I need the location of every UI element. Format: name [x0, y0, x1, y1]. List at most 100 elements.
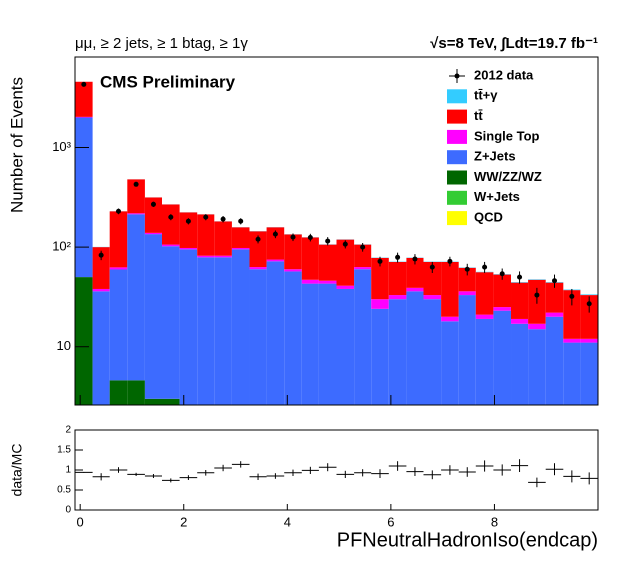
- bar-segment: [301, 283, 319, 405]
- bar-segment: [580, 294, 598, 296]
- data-point: [569, 293, 575, 299]
- bar-segment: [406, 257, 424, 288]
- bar-segment: [75, 277, 93, 405]
- bar-segment: [406, 291, 424, 405]
- bar-segment: [545, 316, 564, 405]
- bar-segment: [75, 81, 93, 117]
- data-point: [238, 218, 244, 224]
- legend-data-marker: [454, 73, 460, 79]
- bar-segment: [161, 246, 180, 399]
- data-point: [534, 292, 540, 298]
- bar-segment: [354, 267, 372, 270]
- ratio-y-tick-label: 2: [65, 425, 71, 436]
- x-tick-label: 2: [180, 514, 187, 529]
- bar-segment: [475, 272, 494, 315]
- y-axis-label: Number of Events: [7, 77, 26, 213]
- x-tick-label: 4: [284, 514, 291, 529]
- bar-segment: [441, 321, 459, 405]
- bar-segment: [475, 318, 494, 405]
- y-tick-label: 10: [57, 338, 71, 353]
- bar-segment: [127, 179, 145, 214]
- legend-label: QCD: [474, 210, 503, 225]
- data-point: [464, 266, 470, 272]
- bar-segment: [127, 380, 145, 405]
- bar-segment: [528, 329, 546, 405]
- bar-segment: [580, 338, 598, 343]
- legend-swatch: [447, 129, 467, 144]
- bar-segment: [563, 290, 581, 339]
- header-right: √s=8 TeV, ∫Ldt=19.7 fb⁻¹: [430, 35, 598, 52]
- bar-segment: [511, 282, 529, 319]
- bar-segment: [458, 295, 476, 405]
- bar-segment: [475, 314, 494, 319]
- bar-segment: [144, 398, 162, 405]
- data-point: [517, 274, 523, 280]
- data-point: [342, 241, 348, 247]
- data-point: [395, 254, 401, 260]
- bar-segment: [388, 295, 407, 300]
- bar-segment: [511, 323, 529, 405]
- main-frame-top: [74, 56, 599, 406]
- data-point: [586, 301, 592, 307]
- annotation: CMS Preliminary: [100, 72, 236, 91]
- ratio-y-tick-label: 1.5: [57, 445, 71, 456]
- bar-segment: [406, 287, 424, 292]
- ratio-y-tick-label: 0: [65, 505, 71, 516]
- bar-segment: [336, 288, 355, 405]
- bar-segment: [214, 257, 232, 405]
- bar-segment: [371, 299, 389, 309]
- bar-segment: [371, 308, 389, 405]
- legend-label: tt̄: [474, 108, 483, 123]
- ratio-y-tick-label: 1: [65, 465, 71, 476]
- bar-segment: [388, 299, 407, 405]
- bar-segment: [231, 247, 250, 250]
- data-point: [325, 238, 331, 244]
- bar-segment: [563, 342, 581, 405]
- bar-segment: [127, 214, 145, 381]
- data-point: [255, 236, 261, 242]
- bar-segment: [197, 257, 215, 405]
- bar-segment: [511, 318, 529, 324]
- bar-segment: [371, 257, 389, 300]
- legend-label: Z+Jets: [474, 149, 516, 164]
- bar-segment: [563, 338, 581, 343]
- legend-label: tt̄+γ: [474, 88, 498, 103]
- bar-segment: [336, 239, 355, 286]
- ratio-y-label: data/MC: [9, 444, 25, 497]
- data-point: [168, 214, 174, 220]
- legend-swatch: [447, 89, 467, 104]
- bar-segment: [249, 231, 267, 268]
- data-point: [220, 216, 226, 222]
- bar-segment: [423, 295, 442, 300]
- x-tick-label: 6: [387, 514, 394, 529]
- data-point: [429, 264, 435, 270]
- data-point: [307, 234, 313, 240]
- data-point: [499, 271, 505, 277]
- bar-segment: [284, 234, 302, 270]
- data-point: [377, 258, 383, 264]
- bar-segment: [388, 261, 407, 296]
- bar-segment: [318, 280, 337, 284]
- bar-segment: [580, 342, 598, 405]
- bar-segment: [354, 244, 372, 268]
- bar-segment: [109, 211, 128, 268]
- bar-segment: [161, 244, 180, 247]
- bar-segment: [318, 283, 337, 405]
- bar-segment: [179, 212, 198, 248]
- bar-segment: [493, 310, 512, 405]
- bar-segment: [266, 227, 285, 260]
- bar-segment: [179, 247, 198, 250]
- data-point: [482, 264, 488, 270]
- data-point: [412, 256, 418, 262]
- bar-segment: [75, 116, 93, 118]
- data-point: [115, 208, 121, 214]
- bar-segment: [354, 269, 372, 405]
- bar-segment: [301, 279, 319, 284]
- bar-segment: [493, 307, 512, 311]
- bar-segment: [423, 299, 442, 405]
- data-point: [185, 218, 191, 224]
- bar-segment: [318, 244, 337, 281]
- bar-segment: [545, 312, 564, 317]
- data-point: [360, 244, 366, 250]
